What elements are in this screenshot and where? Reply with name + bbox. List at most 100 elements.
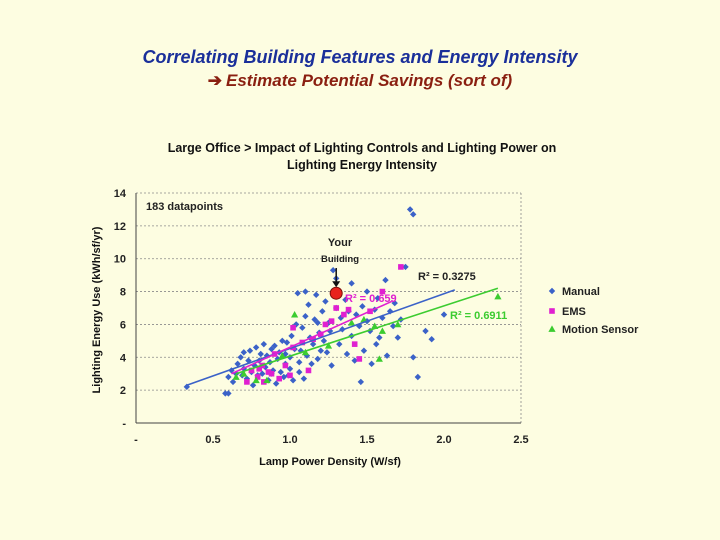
- data-point: [414, 373, 422, 381]
- y-tick-label: 2: [120, 385, 126, 397]
- trendline: [186, 289, 456, 386]
- y-tick-label: 14: [114, 188, 127, 200]
- data-point: [336, 340, 343, 348]
- data-point: [440, 311, 448, 318]
- x-tick-label: 1.5: [359, 434, 374, 446]
- data-point: [312, 291, 320, 299]
- data-point: [394, 334, 401, 341]
- y-tick-label: 4: [120, 352, 127, 364]
- data-point: [232, 373, 240, 380]
- data-point: [328, 318, 335, 324]
- data-point: [376, 334, 383, 341]
- r-squared-label: R² = 0.659: [345, 293, 397, 305]
- data-point: [257, 350, 264, 358]
- data-point: [343, 350, 351, 358]
- data-point: [301, 348, 309, 356]
- y-axis-label: Lighting Energy Use (kWh/sf/yr): [91, 226, 103, 393]
- data-point: [261, 379, 267, 385]
- data-point: [348, 319, 356, 326]
- data-point: [359, 303, 366, 310]
- r-squared-label: R² = 0.3275: [418, 271, 476, 283]
- data-point: [398, 264, 404, 270]
- chart-title-line: Lighting Energy Intensity: [287, 158, 437, 172]
- data-point: [288, 332, 295, 340]
- y-tick-label: 12: [114, 221, 126, 233]
- data-point: [291, 310, 299, 318]
- data-point: [394, 320, 402, 328]
- legend-marker: [548, 325, 556, 332]
- data-point: [278, 352, 286, 359]
- data-point: [276, 375, 283, 382]
- trendline: [231, 300, 392, 375]
- data-point: [324, 342, 333, 349]
- data-point: [374, 294, 381, 302]
- legend-label: Manual: [562, 286, 600, 298]
- data-point: [363, 288, 371, 295]
- y-tick-label: 8: [120, 287, 126, 299]
- data-point: [342, 296, 349, 303]
- data-point: [225, 373, 232, 381]
- data-point: [249, 382, 257, 389]
- your-building-marker: [329, 286, 343, 300]
- slide-title: Correlating Building Features and Energy…: [142, 47, 578, 67]
- x-tick-label: 2.5: [513, 434, 528, 446]
- data-point: [348, 280, 355, 287]
- data-point: [259, 370, 266, 377]
- legend-label: Motion Sensor: [562, 324, 639, 336]
- data-point: [322, 321, 329, 328]
- trendline: [235, 287, 499, 375]
- x-tick-label: -: [134, 434, 138, 446]
- legend-marker: [549, 308, 555, 314]
- data-point: [318, 331, 324, 338]
- data-point: [345, 306, 352, 313]
- data-point: [290, 324, 296, 331]
- x-tick-label: 1.0: [282, 434, 297, 446]
- data-point: [294, 290, 301, 297]
- data-point: [244, 379, 250, 385]
- data-point: [248, 367, 255, 374]
- r-squared-label: R² = 0.6911: [450, 310, 507, 322]
- data-point: [310, 336, 316, 343]
- y-tick-label: 10: [114, 254, 126, 266]
- data-point: [265, 369, 272, 375]
- data-point: [240, 370, 248, 377]
- your-building-label: Your: [328, 237, 353, 249]
- data-point: [402, 263, 409, 271]
- data-point: [225, 390, 232, 397]
- data-point: [333, 305, 339, 311]
- data-point: [252, 344, 260, 351]
- data-point: [229, 378, 237, 386]
- data-point: [360, 347, 368, 354]
- data-point: [341, 311, 347, 318]
- data-point: [317, 347, 324, 354]
- data-point: [308, 360, 315, 368]
- data-point: [246, 347, 254, 354]
- data-point: [256, 365, 262, 372]
- data-point: [272, 380, 280, 387]
- data-point: [322, 298, 329, 305]
- data-point: [410, 211, 417, 218]
- data-point: [379, 288, 386, 295]
- data-point: [234, 360, 241, 368]
- datapoints-annotation: 183 datapoints: [146, 201, 223, 213]
- data-point: [314, 319, 321, 326]
- data-point: [319, 308, 326, 315]
- y-tick-label: -: [122, 418, 126, 430]
- data-point: [494, 292, 502, 300]
- x-tick-label: 2.0: [436, 434, 451, 446]
- data-point: [406, 206, 414, 213]
- x-axis-label: Lamp Power Density (W/sf): [259, 456, 401, 468]
- data-point: [283, 339, 291, 346]
- data-point: [378, 327, 386, 334]
- data-point: [389, 322, 397, 330]
- data-point: [299, 324, 306, 331]
- your-building-arrow-head: [332, 281, 341, 288]
- data-point: [302, 313, 309, 320]
- data-point: [309, 340, 317, 348]
- data-point: [323, 349, 331, 356]
- data-point: [375, 355, 383, 362]
- data-point: [351, 357, 358, 364]
- data-point: [391, 299, 398, 307]
- legend-label: EMS: [562, 306, 586, 318]
